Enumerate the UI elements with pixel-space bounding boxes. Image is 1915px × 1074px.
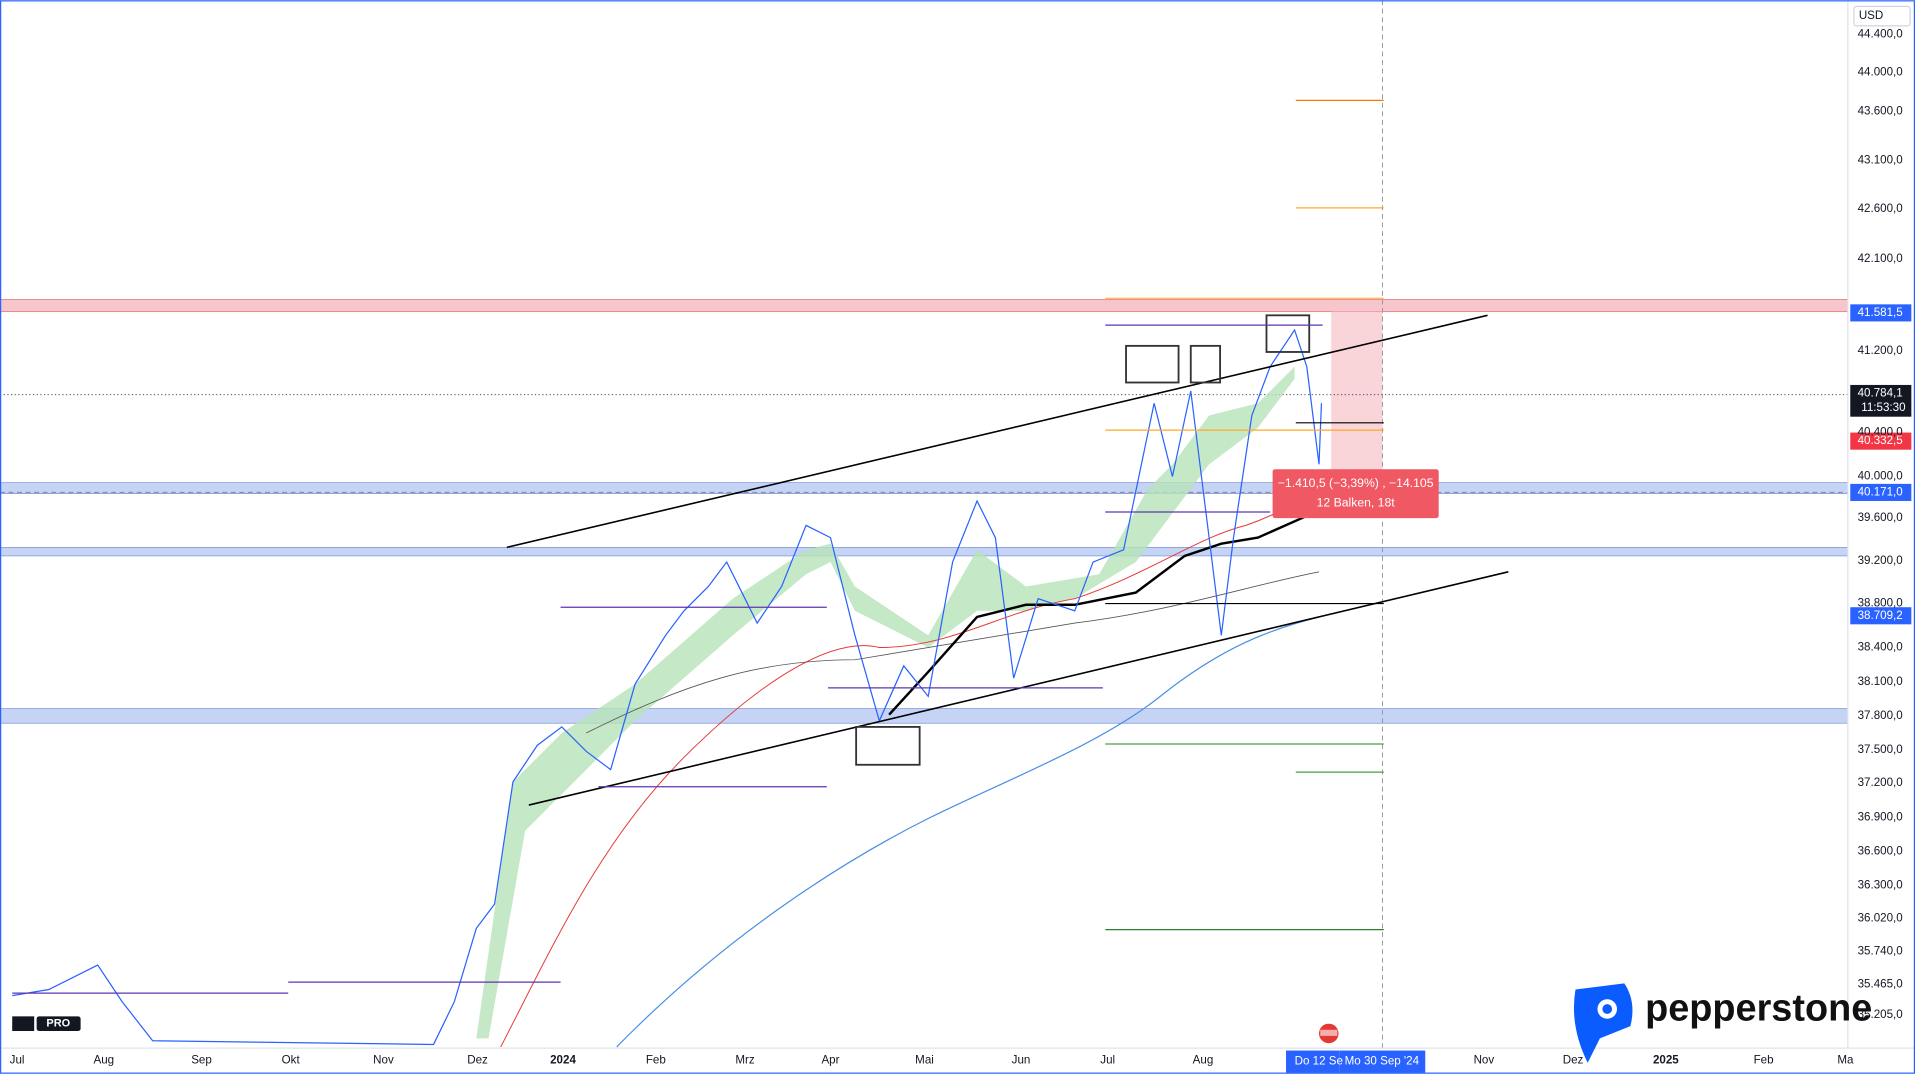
price-tag-label: 41.581,5 — [1858, 306, 1903, 319]
time-label: Feb — [1754, 1053, 1774, 1066]
price-path — [12, 328, 1323, 1046]
measure-area — [1331, 311, 1383, 493]
price-label: 36.300,0 — [1858, 879, 1903, 892]
price-tag-label: 40.171,0 — [1858, 485, 1903, 498]
price-label: 35.465,0 — [1858, 978, 1903, 991]
cursor-date: Do 12 Se — [1295, 1055, 1343, 1068]
time-label: 2025 — [1653, 1053, 1679, 1066]
cursor-date-box — [1286, 1050, 1340, 1073]
price-label: 40.000,0 — [1858, 470, 1903, 483]
price-tag-label: 40.332,5 — [1858, 434, 1903, 447]
support-zone — [0, 547, 1849, 557]
time-label: Mai — [915, 1053, 934, 1066]
time-label: Ma — [1837, 1053, 1854, 1066]
price-tag — [1850, 607, 1912, 625]
time-label: 2024 — [550, 1053, 576, 1066]
time-label: Aug — [93, 1053, 114, 1066]
currency-button[interactable] — [1853, 5, 1911, 27]
price-label: 38.800,0 — [1858, 597, 1903, 610]
price-label: 41.200,0 — [1858, 344, 1903, 357]
time-label: Mrz — [735, 1053, 755, 1066]
time-label: Nov — [1474, 1053, 1495, 1066]
tv-pro: PRO — [46, 1018, 70, 1030]
moving-average — [888, 512, 1314, 716]
broker-logo — [1573, 983, 1633, 1063]
moving-average — [586, 571, 1320, 734]
time-label: Dez — [1563, 1053, 1584, 1066]
ribbon — [476, 366, 1295, 1039]
resistance-zone — [0, 299, 1849, 313]
cursor-date: Mo 30 Sep '24 — [1345, 1055, 1420, 1068]
time-label: Aug — [1193, 1053, 1214, 1066]
price-label: 38.400,0 — [1858, 641, 1903, 654]
price-label: 42.600,0 — [1858, 202, 1903, 215]
time-label: Nov — [373, 1053, 394, 1066]
time-label: Apr — [821, 1053, 839, 1066]
price-tag — [1850, 432, 1912, 450]
trend-line — [506, 314, 1488, 549]
time-label: Feb — [646, 1053, 666, 1066]
time-label: Jun — [1012, 1053, 1031, 1066]
price-label: 44.400,0 — [1858, 27, 1903, 40]
price-axis — [1847, 0, 1915, 1074]
price-tag-label: 38.709,2 — [1858, 609, 1903, 622]
time-label: Jul — [1100, 1053, 1115, 1066]
tv-logo — [12, 1016, 81, 1032]
countdown: 11:53:30 — [1861, 401, 1905, 414]
price-label: 38.100,0 — [1858, 675, 1903, 688]
time-label: Jul — [10, 1053, 25, 1066]
price-label: 35.205,0 — [1858, 1008, 1903, 1021]
time-label: Okt — [282, 1053, 301, 1066]
price-label: 36.900,0 — [1858, 810, 1903, 823]
event-icon — [1319, 1023, 1339, 1044]
price-label: 39.600,0 — [1858, 511, 1903, 524]
price-label: 42.100,0 — [1858, 252, 1903, 265]
measure-text: −1.410,5 (−3,39%) , −14.105 — [1278, 476, 1434, 490]
price-label: 37.200,0 — [1858, 776, 1903, 789]
broker-name: pepperstone — [1645, 987, 1872, 1029]
measure-box — [1272, 469, 1439, 519]
price-tag — [1850, 384, 1912, 417]
price-label: 36.020,0 — [1858, 912, 1903, 925]
currency[interactable]: USD — [1859, 9, 1883, 22]
time-label: Dez — [467, 1053, 488, 1066]
measure-text: 12 Balken, 18t — [1317, 496, 1396, 510]
price-label: 43.100,0 — [1858, 153, 1903, 166]
level-lines — [12, 99, 1384, 994]
price-label: 43.600,0 — [1858, 104, 1903, 117]
price-label: 35.740,0 — [1858, 945, 1903, 958]
pattern-boxes — [855, 314, 1311, 766]
price-label: 40.400,0 — [1858, 426, 1903, 439]
price-label: 37.500,0 — [1858, 743, 1903, 756]
cursor-date-box — [1339, 1050, 1426, 1073]
time-label: Sep — [191, 1053, 212, 1066]
price-label: 37.800,0 — [1858, 709, 1903, 722]
price-tag — [1850, 304, 1912, 322]
price-tag — [1850, 483, 1912, 501]
price-tag-label: 40.784,1 — [1858, 387, 1903, 400]
price-label: 39.200,0 — [1858, 554, 1903, 567]
moving-average — [616, 616, 1320, 1048]
price-label: 36.600,0 — [1858, 845, 1903, 858]
price-label: 44.000,0 — [1858, 65, 1903, 78]
